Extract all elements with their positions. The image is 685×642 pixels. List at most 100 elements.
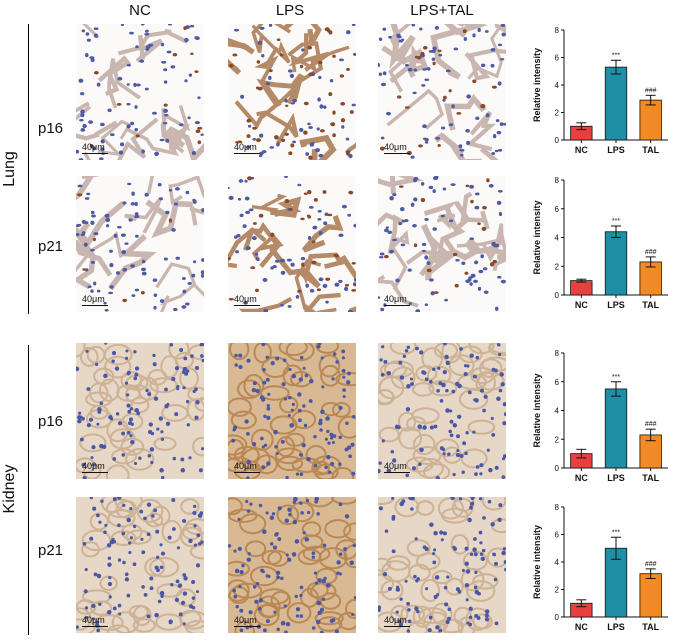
- chart-kidney-p16: Relative intensity 0 2 4 6 8 NC LPS *** TAL ###: [528, 343, 678, 488]
- scale-bar: 40μm: [384, 294, 410, 306]
- scale-bar-label: 40μm: [82, 615, 105, 625]
- y-tick-label: 8: [555, 26, 560, 35]
- scale-bar: 40μm: [234, 294, 260, 306]
- significance-label: ###: [645, 561, 657, 568]
- y-tick-label: 0: [555, 613, 560, 622]
- x-tick-label: NC: [575, 145, 588, 155]
- y-tick-label: 8: [555, 176, 560, 185]
- row-label-kidney-p21: p21: [38, 542, 64, 559]
- significance-label: ###: [645, 421, 657, 428]
- scale-bar-line: [234, 626, 260, 627]
- micrograph-lung-1-1: 40μm: [228, 176, 356, 312]
- scale-bar-line: [82, 626, 108, 627]
- y-tick-label: 2: [555, 435, 560, 444]
- row-label-kidney-p16: p16: [38, 413, 64, 430]
- y-axis-label: Relative intensity: [532, 48, 542, 122]
- scale-bar-line: [384, 153, 410, 154]
- micrograph-lung-0-2: 40μm: [378, 24, 506, 160]
- y-tick-label: 0: [555, 464, 560, 473]
- significance-label: ***: [612, 374, 620, 381]
- scale-bar: 40μm: [82, 615, 108, 627]
- y-tick-label: 2: [555, 262, 560, 271]
- y-axis-label: Relative intensity: [532, 200, 542, 274]
- x-tick-label: LPS: [607, 300, 625, 310]
- bar-tal: [639, 573, 662, 618]
- scale-bar: 40μm: [234, 615, 260, 627]
- x-tick-label: TAL: [642, 473, 659, 483]
- lung-bracket: [28, 24, 29, 314]
- scale-bar-label: 40μm: [234, 294, 257, 304]
- scale-bar-label: 40μm: [234, 142, 257, 152]
- scale-bar-line: [82, 153, 108, 154]
- chart-lung-p16: Relative intensity 0 2 4 6 8 NC LPS *** TAL ###: [528, 20, 678, 160]
- micrograph-kidney-2-0: 40μm: [76, 343, 204, 479]
- column-header-lps-tal: LPS+TAL: [410, 2, 474, 19]
- significance-label: ***: [612, 52, 620, 59]
- micrograph-kidney-3-1: 40μm: [228, 497, 356, 633]
- scale-bar-line: [82, 472, 108, 473]
- micrograph-lung-0-0: 40μm: [76, 24, 204, 160]
- chart-lung-p21: Relative intensity 0 2 4 6 8 NC LPS *** TAL ###: [528, 170, 678, 315]
- scale-bar-line: [82, 305, 108, 306]
- x-tick-label: TAL: [642, 622, 659, 632]
- y-tick-label: 4: [555, 234, 560, 243]
- y-tick-label: 8: [555, 503, 560, 512]
- scale-bar-label: 40μm: [82, 294, 105, 304]
- organ-label-lung: Lung: [1, 151, 18, 187]
- scale-bar-line: [384, 626, 410, 627]
- y-tick-label: 0: [555, 136, 560, 145]
- scale-bar-line: [234, 305, 260, 306]
- scale-bar-line: [234, 472, 260, 473]
- micrograph-kidney-2-1: 40μm: [228, 343, 356, 479]
- scale-bar: 40μm: [82, 461, 108, 473]
- micrograph-lung-1-0: 40μm: [76, 176, 204, 312]
- column-header-lps: LPS: [275, 2, 305, 19]
- micrograph-kidney-2-2: 40μm: [378, 343, 506, 479]
- x-tick-label: TAL: [642, 145, 659, 155]
- y-axis-label: Relative intensity: [532, 373, 542, 447]
- bar-tal: [639, 99, 662, 141]
- kidney-bracket: [28, 345, 29, 635]
- x-tick-label: TAL: [642, 300, 659, 310]
- scale-bar: 40μm: [384, 615, 410, 627]
- y-tick-label: 8: [555, 349, 560, 358]
- y-tick-label: 6: [555, 531, 560, 540]
- y-tick-label: 2: [555, 586, 560, 595]
- scale-bar-line: [384, 305, 410, 306]
- micrograph-lung-0-1: 40μm: [228, 24, 356, 160]
- x-tick-label: NC: [575, 622, 588, 632]
- scale-bar-label: 40μm: [234, 615, 257, 625]
- scale-bar: 40μm: [384, 461, 410, 473]
- scale-bar-line: [384, 472, 410, 473]
- scale-bar-label: 40μm: [234, 461, 257, 471]
- significance-label: ***: [612, 529, 620, 536]
- y-tick-label: 2: [555, 109, 560, 118]
- row-label-lung-p21: p21: [38, 238, 64, 255]
- scale-bar: 40μm: [234, 142, 260, 154]
- scale-bar: 40μm: [82, 142, 108, 154]
- x-tick-label: NC: [575, 473, 588, 483]
- organ-label-kidney: Kidney: [1, 464, 18, 514]
- bar-lps: [604, 388, 628, 469]
- row-label-lung-p16: p16: [38, 120, 64, 137]
- micrograph-kidney-3-0: 40μm: [76, 497, 204, 633]
- scale-bar-label: 40μm: [384, 615, 407, 625]
- bar-nc: [570, 280, 593, 296]
- scale-bar-label: 40μm: [384, 294, 407, 304]
- column-header-nc: NC: [129, 2, 151, 19]
- x-tick-label: LPS: [607, 473, 625, 483]
- micrograph-lung-1-2: 40μm: [378, 176, 506, 312]
- scale-bar-label: 40μm: [82, 142, 105, 152]
- scale-bar-label: 40μm: [82, 461, 105, 471]
- significance-label: ###: [645, 249, 657, 256]
- y-tick-label: 6: [555, 205, 560, 214]
- scale-bar-line: [234, 153, 260, 154]
- bar-lps: [604, 66, 628, 141]
- scale-bar: 40μm: [384, 142, 410, 154]
- scale-bar: 40μm: [234, 461, 260, 473]
- x-tick-label: LPS: [607, 622, 625, 632]
- micrograph-kidney-3-2: 40μm: [378, 497, 506, 633]
- x-tick-label: NC: [575, 300, 588, 310]
- y-tick-label: 6: [555, 378, 560, 387]
- scale-bar-label: 40μm: [384, 142, 407, 152]
